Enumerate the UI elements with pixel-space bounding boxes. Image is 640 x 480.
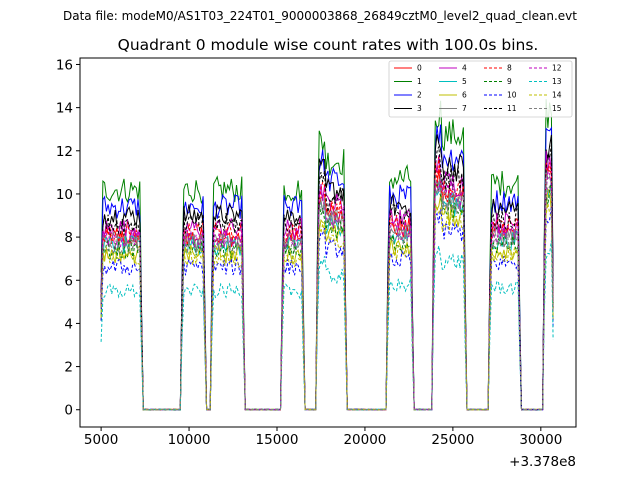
- x-axis: 5000 10000 15000 20000 25000 30000: [84, 427, 562, 448]
- y-tick-label-14: 14: [56, 101, 73, 117]
- legend-label-14: 14: [552, 91, 562, 100]
- legend-label-5: 5: [462, 77, 467, 86]
- chart-title: Quadrant 0 module wise count rates with …: [118, 36, 539, 54]
- legend-label-4: 4: [462, 64, 467, 73]
- legend-label-10: 10: [507, 91, 517, 100]
- y-tick-label-12: 12: [56, 144, 73, 160]
- series-line-8: [100, 156, 554, 411]
- x-tick-label-10000: 10000: [168, 432, 211, 448]
- legend-label-8: 8: [507, 64, 512, 73]
- y-axis: 0 2 4 6 8 10 12 14 16: [56, 57, 80, 419]
- suptitle: Data file: modeM0/AS1T03_224T01_90000038…: [63, 9, 577, 23]
- x-tick-label-15000: 15000: [256, 432, 299, 448]
- y-tick-label-0: 0: [64, 403, 73, 419]
- legend-label-9: 9: [507, 77, 512, 86]
- y-tick-label-2: 2: [64, 360, 73, 376]
- series-line-9: [100, 182, 554, 411]
- legend-label-7: 7: [462, 104, 467, 113]
- legend-box: [388, 60, 573, 118]
- x-offset-label: +3.378e8: [509, 454, 576, 470]
- y-tick-label-16: 16: [56, 57, 73, 73]
- legend-label-6: 6: [462, 91, 467, 100]
- legend-label-0: 0: [417, 64, 422, 73]
- x-tick-label-25000: 25000: [431, 432, 474, 448]
- plot-area: [79, 57, 577, 428]
- x-tick-label-20000: 20000: [343, 432, 386, 448]
- legend-label-11: 11: [507, 104, 517, 113]
- y-tick-label-6: 6: [64, 273, 73, 289]
- legend-label-1: 1: [417, 77, 422, 86]
- y-tick-label-8: 8: [64, 230, 73, 246]
- series-layer: [100, 99, 554, 411]
- legend-label-13: 13: [552, 77, 562, 86]
- x-tick-label-30000: 30000: [519, 432, 562, 448]
- y-tick-label-4: 4: [64, 316, 73, 332]
- axes-frame: [79, 57, 577, 428]
- legend-label-2: 2: [417, 91, 422, 100]
- y-tick-label-10: 10: [56, 187, 73, 203]
- x-tick-label-5000: 5000: [84, 432, 118, 448]
- legend-label-12: 12: [552, 64, 562, 73]
- series-line-15: [100, 174, 554, 411]
- legend-label-15: 15: [552, 104, 562, 113]
- legend-label-3: 3: [417, 104, 422, 113]
